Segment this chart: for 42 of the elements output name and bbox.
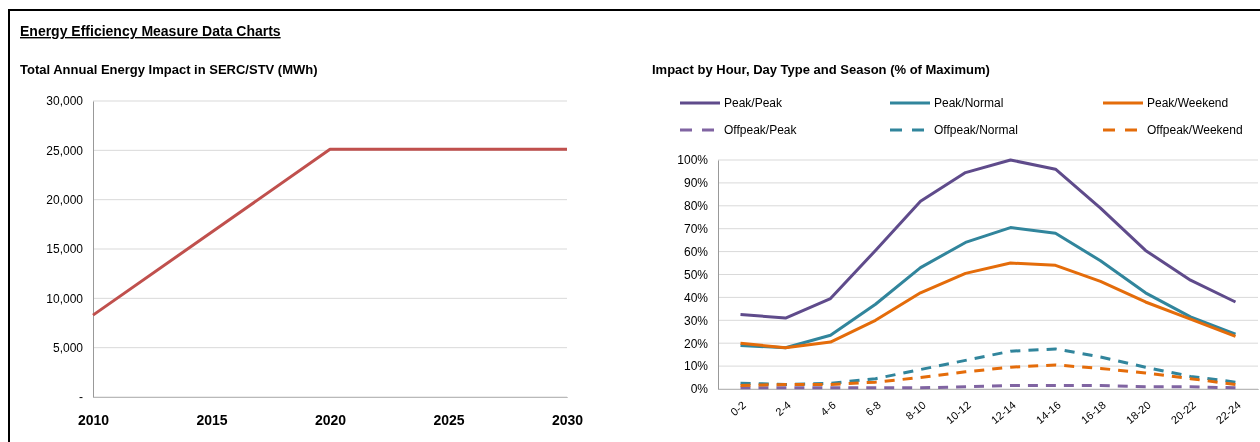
x-tick-label: 2-4 — [773, 398, 793, 419]
y-tick-label: 30% — [683, 313, 709, 328]
legend-label: Offpeak/Weekend — [1147, 123, 1243, 137]
legend-label: Offpeak/Peak — [724, 123, 798, 137]
chart-title: Total Annual Energy Impact in SERC/STV (MWh) — [20, 62, 318, 77]
y-tick-label: 60% — [683, 244, 709, 259]
y-tick-label: 25,000 — [46, 143, 84, 158]
y-tick-label: 50% — [683, 267, 709, 282]
y-tick-label: 0% — [690, 382, 709, 397]
x-tick-label: 2025 — [433, 412, 465, 429]
x-tick-label: 6-8 — [863, 398, 883, 419]
y-tick-label: 80% — [683, 199, 709, 214]
y-tick-label: 90% — [683, 176, 709, 191]
y-tick-label: 20% — [683, 336, 709, 351]
y-tick-label: 5,000 — [52, 341, 84, 356]
line-series — [739, 158, 1237, 320]
x-tick-label: 4-6 — [818, 398, 838, 419]
y-tick-label: 10% — [683, 359, 709, 374]
y-tick-label: 70% — [683, 222, 709, 237]
y-tick-label: 10,000 — [46, 291, 84, 306]
y-tick-label: - — [79, 390, 83, 405]
chart-title: Impact by Hour, Day Type and Season (% of Maximum) — [652, 62, 990, 77]
x-tick-label: 8-10 — [903, 398, 928, 423]
text: Energy Efficiency Measure Data Charts — [20, 23, 281, 39]
x-tick-label: 0-2 — [728, 398, 748, 419]
x-tick-label: 2030 — [551, 412, 584, 429]
line-series — [739, 363, 1237, 388]
x-tick-label: 2010 — [77, 412, 110, 429]
y-tick-label: 40% — [683, 290, 709, 305]
legend-label: Peak/Weekend — [1147, 96, 1229, 110]
legend-label: Offpeak/Normal — [934, 123, 1018, 137]
x-tick-label: 2020 — [314, 412, 347, 429]
y-tick-label: 100% — [677, 153, 709, 168]
y-tick-label: 15,000 — [46, 242, 84, 257]
x-tick-label: 2015 — [196, 412, 228, 429]
legend-label: Peak/Peak — [724, 96, 784, 110]
line-series — [739, 226, 1237, 350]
line-series — [739, 261, 1237, 350]
y-tick-label: 20,000 — [46, 193, 84, 208]
y-tick-label: 30,000 — [46, 94, 84, 109]
legend-label: Peak/Normal — [934, 96, 1004, 110]
line-series — [739, 347, 1237, 386]
